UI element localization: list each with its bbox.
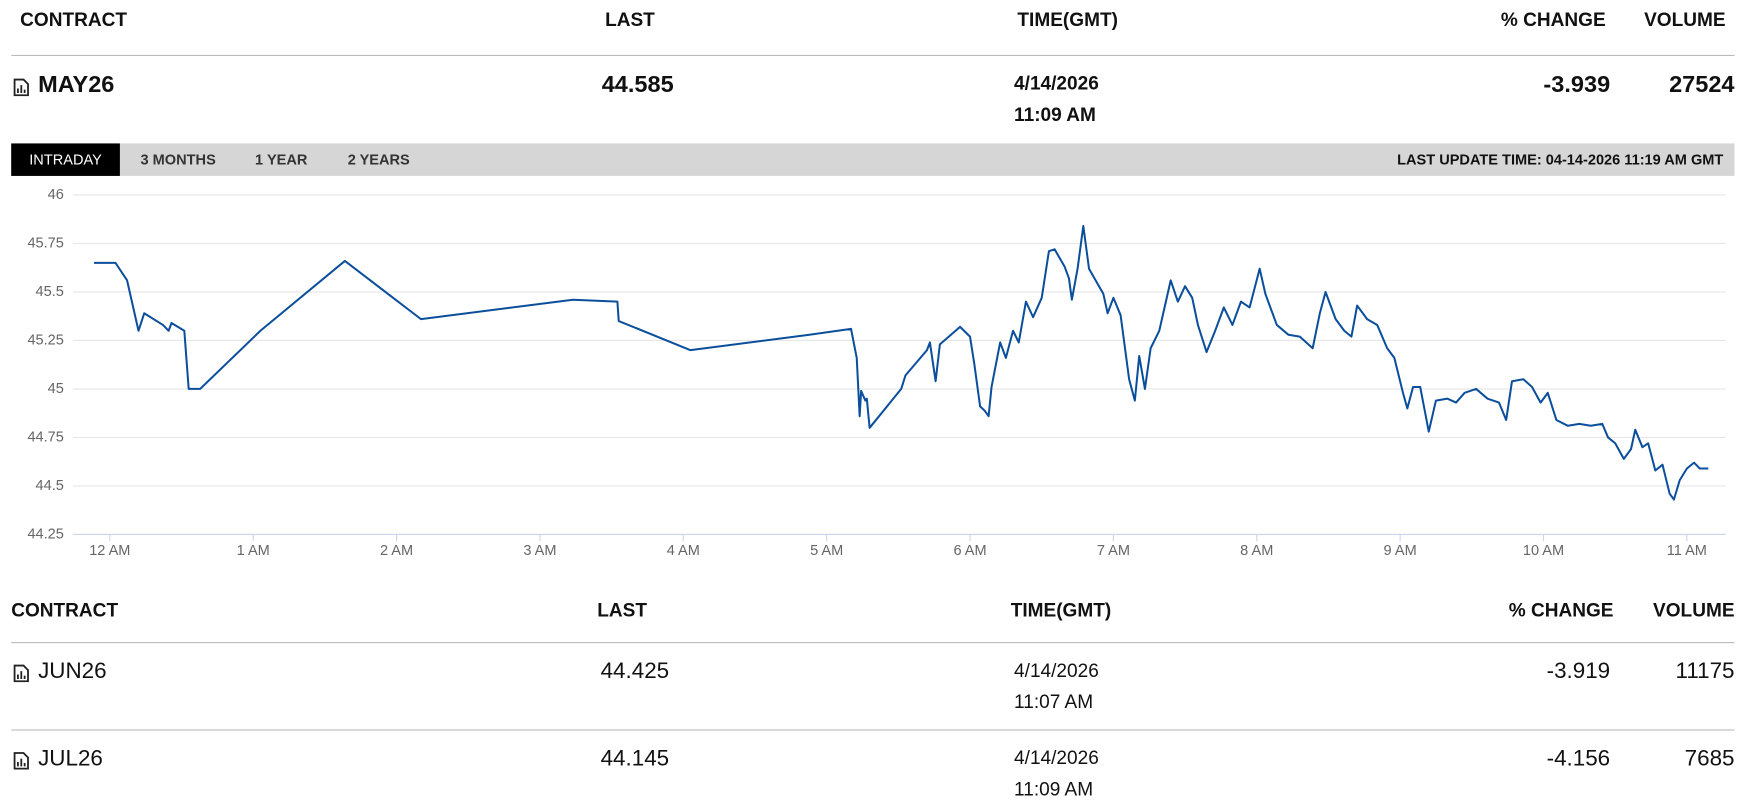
x-tick-label: 10 AM — [1523, 543, 1564, 559]
time: 11:09 AM — [1014, 104, 1096, 126]
price-line — [94, 224, 1709, 501]
x-tick-label: 8 AM — [1240, 543, 1273, 559]
y-tick-label: 45 — [48, 381, 64, 397]
x-tick-label: 9 AM — [1384, 543, 1417, 559]
contract[interactable]: MAY26 — [38, 71, 115, 98]
header: TIME(GMT) — [1017, 8, 1118, 31]
last-update: LAST UPDATE TIME: 04-14-2026 11:19 AM GM… — [1397, 151, 1724, 169]
divider — [11, 729, 1735, 731]
x-tick-label: 6 AM — [953, 543, 986, 559]
header: LAST — [597, 599, 647, 621]
tab[interactable]: 2 YEARS — [347, 151, 410, 169]
volume: 27524 — [1669, 71, 1735, 98]
chart-icon[interactable] — [13, 664, 29, 683]
change: -3.939 — [1543, 71, 1611, 98]
change: -4.156 — [1546, 746, 1611, 771]
chart-icon[interactable] — [13, 78, 29, 97]
header: % CHANGE — [1500, 8, 1606, 31]
last: 44.145 — [600, 746, 670, 771]
header: CONTRACT — [11, 599, 119, 621]
tab-bar: INTRADAY 3 MONTHS 1 YEAR 2 YEARS LAST UP… — [11, 143, 1735, 176]
divider — [11, 642, 1735, 644]
header: LAST — [605, 8, 655, 31]
time: 11:09 AM — [1014, 778, 1094, 801]
divider — [11, 54, 1735, 57]
date: 4/14/2026 — [1014, 659, 1099, 682]
x-tick-label: 11 AM — [1667, 543, 1707, 559]
change: -3.919 — [1546, 658, 1611, 684]
x-tick-label: 12 AM — [89, 543, 130, 559]
y-tick-label: 44.25 — [27, 526, 63, 542]
contract[interactable]: JUN26 — [38, 658, 107, 684]
contract[interactable]: JUL26 — [38, 746, 103, 771]
header: VOLUME — [1644, 8, 1726, 31]
last: 44.425 — [600, 658, 670, 684]
volume: 11175 — [1675, 658, 1735, 684]
y-tick-label: 44.5 — [36, 478, 64, 494]
last: 44.585 — [601, 71, 674, 98]
header: CONTRACT — [20, 8, 128, 31]
header: TIME(GMT) — [1010, 599, 1112, 621]
y-tick-label: 46 — [48, 187, 64, 203]
tab[interactable]: 1 YEAR — [255, 151, 308, 169]
x-tick-label: 5 AM — [810, 543, 843, 559]
tab[interactable]: INTRADAY — [11, 143, 120, 176]
chart-icon[interactable] — [13, 752, 29, 770]
date: 4/14/2026 — [1014, 747, 1099, 769]
x-tick-label: 3 AM — [523, 543, 556, 559]
chart: 44.25 44.5 44.75 45 45.25 45.5 45.75 46 12 AM 1 A… — [27, 187, 1726, 559]
y-tick-label: 45.25 — [27, 332, 63, 348]
y-tick-label: 45.75 — [27, 235, 63, 251]
time: 11:07 AM — [1014, 691, 1094, 713]
x-tick-label: 1 AM — [237, 543, 270, 559]
tab[interactable]: 3 MONTHS — [140, 151, 216, 169]
x-tick-label: 4 AM — [667, 543, 700, 559]
y-tick-label: 44.75 — [27, 429, 63, 445]
date: 4/14/2026 — [1014, 72, 1099, 95]
volume: 7685 — [1684, 746, 1735, 771]
header: VOLUME — [1653, 599, 1735, 621]
x-tick-label: 2 AM — [380, 543, 413, 559]
y-tick-label: 45.5 — [36, 284, 64, 300]
header: % CHANGE — [1508, 599, 1614, 621]
x-tick-label: 7 AM — [1097, 543, 1130, 559]
